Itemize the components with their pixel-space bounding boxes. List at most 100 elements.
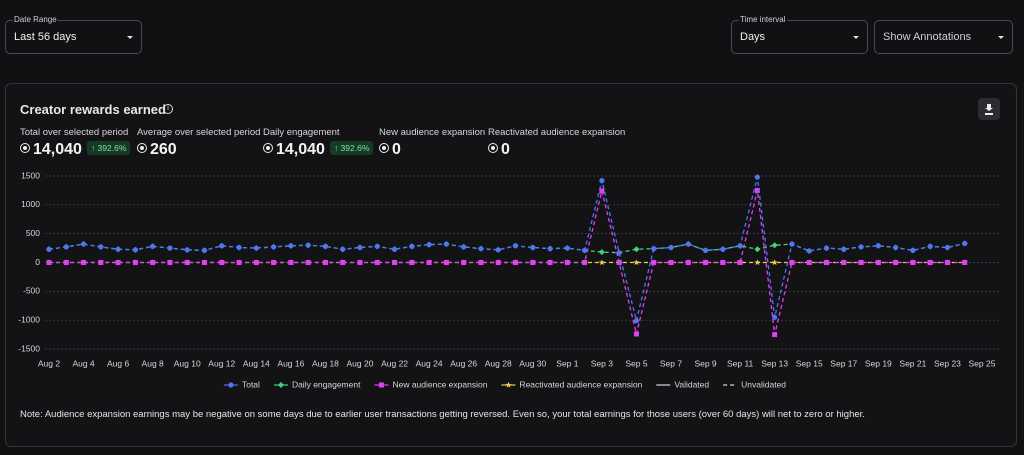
x-tick-label: Aug 2: [38, 358, 60, 368]
marker: [841, 260, 847, 265]
x-tick-label: Sep 21: [899, 358, 926, 368]
stat-label: Reactivated audience expansion: [488, 127, 626, 138]
caret: [127, 36, 133, 39]
marker: [322, 243, 329, 249]
x-tick-label: Sep 25: [969, 358, 996, 368]
download-button[interactable]: [978, 98, 1000, 120]
stat-value: 260: [137, 141, 177, 159]
marker: [46, 260, 52, 265]
marker: [582, 260, 588, 265]
stat-number: 14,040: [276, 141, 325, 158]
stat-value: 0: [488, 141, 510, 159]
marker: [720, 260, 726, 265]
date-range-dropdown[interactable]: Date Range Last 56 days: [5, 15, 142, 54]
x-tick-label: Aug 26: [450, 358, 477, 368]
marker: [461, 244, 467, 250]
marker: [150, 260, 156, 265]
series-line: [49, 190, 965, 335]
marker: [357, 244, 363, 251]
marker: [547, 260, 553, 265]
marker: [391, 246, 398, 252]
coin-icon: [137, 143, 147, 153]
marker: [132, 247, 138, 253]
marker: [685, 260, 691, 265]
marker: [150, 243, 156, 249]
marker: [771, 259, 778, 266]
marker: [167, 260, 173, 265]
info-icon[interactable]: i: [163, 104, 173, 114]
stat-label: New audience expansion: [379, 127, 486, 138]
marker: [633, 331, 639, 337]
dropdown-label: Time interval: [739, 15, 787, 24]
stat-label: Average over selected period: [137, 127, 261, 138]
stat-number: 0: [501, 141, 510, 158]
coin-icon: [488, 143, 498, 153]
marker: [219, 243, 225, 249]
marker: [228, 382, 234, 388]
stat-value: 14,040 ↑ 392.6%: [263, 141, 374, 159]
y-tick-label: -1000: [18, 314, 40, 324]
x-tick-label: Sep 13: [761, 358, 788, 368]
x-tick-label: Sep 11: [727, 358, 754, 368]
marker: [288, 243, 294, 249]
marker: [98, 244, 104, 250]
x-tick-label: Sep 19: [865, 358, 892, 368]
marker: [409, 243, 415, 249]
marker: [63, 260, 69, 265]
marker: [378, 382, 384, 388]
y-tick-label: 500: [26, 228, 40, 238]
x-tick-label: Aug 10: [174, 358, 201, 368]
stat-value: 0: [379, 141, 401, 159]
x-tick-label: Aug 20: [347, 358, 374, 368]
time-interval-dropdown[interactable]: Time interval Days: [731, 15, 868, 54]
marker: [495, 247, 501, 253]
legend-label: Unvalidated: [741, 379, 786, 389]
marker: [944, 260, 950, 265]
marker: [737, 243, 743, 249]
marker: [702, 247, 709, 253]
marker: [582, 247, 588, 253]
marker: [754, 187, 760, 193]
annotations-dropdown[interactable]: Show Annotations: [874, 20, 1013, 54]
x-tick-label: Aug 8: [142, 358, 164, 368]
marker: [703, 260, 709, 265]
dropdown-value: Show Annotations: [883, 31, 972, 43]
x-tick-label: Aug 16: [277, 358, 304, 368]
stat-number: 14,040: [33, 141, 82, 158]
marker: [219, 260, 225, 265]
marker: [201, 247, 208, 253]
marker: [893, 244, 899, 251]
marker: [512, 243, 519, 249]
marker: [772, 332, 778, 338]
y-tick-label: 1000: [21, 199, 40, 209]
x-tick-label: Sep 17: [830, 358, 857, 368]
marker: [115, 246, 121, 252]
y-tick-label: -500: [23, 286, 40, 296]
marker: [875, 243, 881, 249]
marker: [651, 246, 657, 252]
y-tick-label: 0: [35, 257, 40, 267]
marker: [720, 246, 726, 252]
marker: [288, 260, 294, 265]
marker: [616, 250, 622, 256]
marker: [98, 260, 104, 265]
marker: [598, 259, 605, 266]
marker: [754, 259, 761, 266]
marker: [789, 260, 795, 265]
marker: [46, 246, 52, 252]
x-tick-label: Sep 7: [660, 358, 682, 368]
marker: [633, 259, 640, 266]
x-tick-label: Sep 9: [694, 358, 716, 368]
stat-number: 0: [392, 141, 401, 158]
marker: [236, 260, 242, 265]
marker: [944, 244, 951, 251]
marker: [132, 260, 138, 265]
marker: [322, 260, 328, 265]
stat-label: Total over selected period: [20, 127, 129, 138]
marker: [910, 260, 916, 265]
marker: [771, 242, 778, 249]
marker: [841, 246, 847, 252]
marker: [668, 244, 674, 251]
marker: [81, 260, 87, 265]
